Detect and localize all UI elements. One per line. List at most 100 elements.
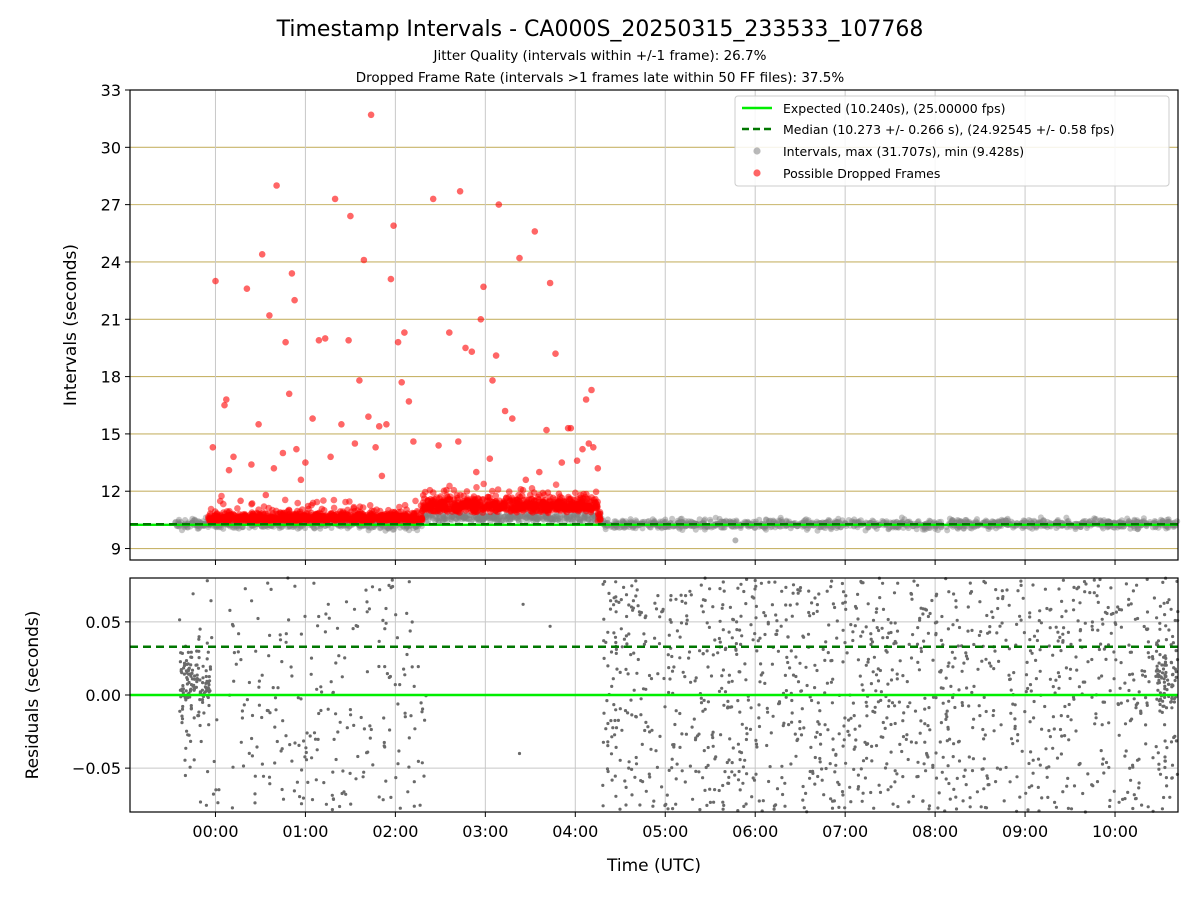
residual-point [314, 778, 318, 782]
residual-point [928, 611, 932, 616]
residual-point [1164, 776, 1168, 780]
residual-point [320, 690, 324, 694]
residual-point [957, 688, 961, 692]
interval-point [464, 515, 471, 522]
interval-point [1165, 524, 1172, 531]
residual-point [230, 806, 234, 810]
residual-point [1060, 734, 1064, 738]
residual-point [617, 600, 621, 605]
residual-point [952, 742, 956, 746]
residual-point [824, 640, 828, 644]
residual-point [851, 630, 855, 634]
residual-point [1090, 620, 1094, 624]
interval-point [550, 516, 557, 523]
top-ytick-label: 27 [101, 196, 121, 215]
residual-point [786, 660, 790, 665]
interval-point [657, 518, 664, 525]
residual-point [781, 792, 785, 797]
residual-point [951, 623, 955, 627]
residual-point [969, 590, 974, 594]
dropped-frame-point [359, 504, 367, 511]
residual-point [416, 759, 420, 764]
interval-point [554, 516, 561, 523]
residual-point [780, 764, 784, 768]
residual-point [1128, 673, 1132, 677]
residual-point [770, 662, 775, 666]
residual-point [245, 698, 249, 702]
chart-title: Timestamp Intervals - CA000S_20250315_23… [276, 17, 924, 42]
residual-point [807, 610, 811, 615]
residual-point [1137, 690, 1141, 694]
residual-point [700, 604, 704, 608]
residual-point [602, 711, 606, 715]
residual-point [744, 802, 748, 806]
residual-point [420, 710, 424, 714]
dropped-frame-point [543, 426, 550, 434]
residual-point [901, 735, 906, 739]
residual-point [180, 717, 185, 721]
residual-point [896, 581, 900, 585]
interval-point [344, 525, 351, 532]
interval-point [968, 525, 975, 532]
interval-point [1134, 526, 1141, 533]
dropped-frame-point [285, 390, 293, 398]
residual-point [992, 729, 996, 733]
interval-point [436, 518, 443, 525]
residual-point [945, 709, 949, 713]
dropped-frame-point [260, 503, 268, 510]
interval-point [534, 516, 541, 523]
residual-point [200, 688, 204, 692]
residual-point [952, 787, 956, 792]
dropped-frame-point [534, 501, 542, 509]
residual-point [944, 777, 948, 781]
interval-point [833, 525, 840, 532]
residual-point [214, 788, 218, 792]
residual-point [188, 688, 193, 692]
residual-point [180, 714, 184, 718]
interval-point [522, 514, 529, 520]
residual-point [818, 756, 822, 761]
interval-point [561, 515, 568, 521]
top-ytick-label: 33 [101, 81, 121, 100]
dropped-frame-point [401, 329, 408, 336]
residual-point [614, 580, 618, 584]
interval-point [507, 516, 514, 523]
interval-point [921, 526, 928, 533]
residual-point [1016, 589, 1020, 593]
residual-point [1100, 762, 1105, 766]
residual-point [684, 732, 689, 736]
residual-point [290, 759, 294, 763]
residual-point [1040, 727, 1044, 731]
residual-point [207, 703, 211, 708]
residual-point [330, 808, 334, 812]
residual-point [901, 674, 905, 678]
residual-point [881, 720, 885, 725]
residual-point [194, 663, 198, 667]
residual-point [632, 651, 636, 655]
residual-point [742, 589, 746, 594]
residual-point [866, 657, 871, 661]
dropped-frame-point [579, 445, 586, 453]
residual-point [721, 783, 725, 788]
residual-point [1034, 677, 1038, 681]
interval-point [906, 518, 913, 525]
interval-point [490, 513, 496, 520]
residual-point [717, 689, 722, 694]
residual-point [275, 739, 279, 744]
residual-point [1068, 667, 1073, 671]
residual-point [956, 740, 961, 744]
interval-point [1134, 526, 1141, 533]
interval-point [495, 514, 502, 521]
interval-point [556, 518, 563, 525]
residual-point [409, 714, 413, 718]
residual-point [1013, 717, 1017, 721]
residual-point [396, 702, 400, 706]
residual-point [1090, 628, 1095, 632]
residual-point [250, 754, 254, 758]
residual-point [613, 635, 618, 639]
dropped-frame-point [366, 502, 374, 509]
residual-point [185, 729, 189, 733]
residual-point [678, 635, 682, 639]
residual-point [1054, 625, 1058, 629]
interval-point [547, 515, 554, 522]
